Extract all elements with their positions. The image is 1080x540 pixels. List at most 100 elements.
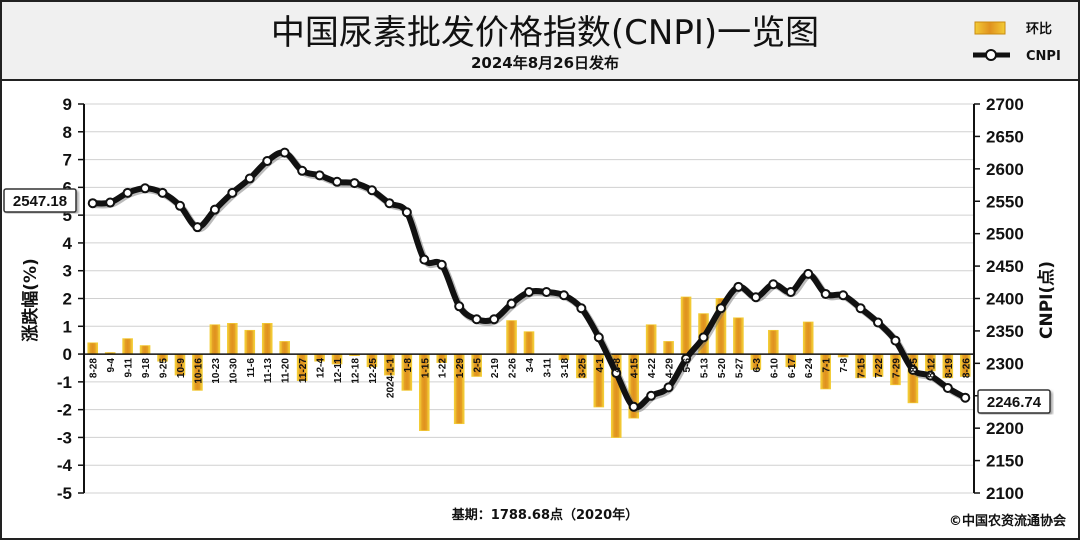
change-bar-core: [124, 338, 131, 355]
cnpi-point: [820, 288, 831, 299]
x-tick-label: 10-23: [211, 358, 222, 384]
cnpi-point: [698, 332, 709, 343]
change-bar-core: [718, 298, 724, 355]
x-tick-label: 11-20: [281, 358, 292, 383]
change-bar-core: [665, 341, 672, 355]
cnpi-point: [715, 303, 726, 314]
change-bar-core: [753, 354, 759, 370]
chart-subtitle: 2024年8月26日发布: [471, 54, 619, 72]
cnpi-point: [663, 382, 674, 393]
cnpi-point: [262, 156, 273, 167]
x-tick-label: 7-22: [874, 358, 885, 378]
change-bar-core: [89, 342, 96, 355]
change-bar-core: [805, 322, 812, 355]
right-tick-labels: 2100215022002250230023502400245025002550…: [974, 95, 1024, 503]
x-tick-label: 2-19: [490, 358, 501, 378]
cnpi-point: [209, 204, 220, 215]
start-value-label: 2547.18: [13, 193, 67, 210]
left-tick-label: 1: [63, 317, 72, 336]
x-tick-label: 5-13: [700, 358, 711, 378]
x-tick-label: 10-30: [228, 358, 239, 384]
x-tick-labels: 8-28 9-4 9-11 9-18 9-25 10-9 10-16 10-23 10-30 11…: [89, 358, 973, 398]
cnpi-point: [524, 287, 534, 298]
right-tick-label: 2200: [986, 419, 1024, 438]
x-tick-label: 7-29: [891, 358, 902, 378]
x-tick-label: 12-4: [316, 358, 327, 378]
cnpi-point: [140, 183, 151, 194]
left-tick-label: -3: [57, 428, 72, 447]
change-bar-core: [194, 354, 201, 391]
x-tick-label: 8-26: [961, 358, 972, 378]
cnpi-point: [192, 222, 203, 233]
change-bar-core: [508, 320, 515, 355]
x-tick-label: 10-16: [193, 358, 204, 384]
change-bar-core: [159, 354, 166, 362]
legend-bar-label: 环比: [1026, 21, 1052, 37]
x-tick-label: 9-4: [106, 358, 117, 373]
left-tick-label: 3: [63, 262, 72, 281]
x-tick-label: 6-3: [752, 358, 763, 373]
end-value-callout: 2246.74: [977, 389, 1051, 414]
left-tick-label: -2: [57, 401, 72, 420]
gridlines: [84, 103, 974, 494]
change-bar-core: [578, 354, 585, 378]
x-tick-label: 5-27: [734, 358, 745, 378]
x-tick-label: 12-11: [333, 358, 344, 383]
x-tick-label: 3-11: [542, 358, 553, 378]
cnpi-point: [907, 364, 918, 375]
cnpi-point: [297, 165, 308, 176]
cnpi-point: [593, 332, 604, 343]
end-value-label: 2246.74: [987, 394, 1042, 411]
legend-line-label: CNPI: [1026, 49, 1061, 64]
header-band: [2, 2, 1078, 80]
left-tick-label: 7: [63, 151, 72, 170]
x-tick-label: 12-25: [368, 358, 379, 384]
left-tick-label: 9: [63, 95, 72, 114]
x-tick-label: 6-24: [804, 358, 815, 378]
chart-title: 中国尿素批发价格指数(CNPI)一览图: [271, 13, 819, 53]
change-bar-core: [281, 341, 288, 355]
right-tick-label: 2400: [986, 290, 1024, 309]
x-tick-label: 12-18: [350, 358, 361, 384]
cnpi-point: [960, 392, 971, 403]
change-bar-core: [945, 354, 951, 378]
legend-bar-swatch: [974, 21, 1006, 35]
right-tick-label: 2650: [986, 127, 1024, 146]
cnpi-point: [227, 187, 238, 198]
change-bar-core: [735, 317, 742, 355]
cnpi-point: [332, 176, 343, 187]
cnpi-point: [855, 303, 866, 314]
x-tick-label: 7-1: [822, 358, 833, 373]
change-bar-core: [526, 331, 532, 355]
cnpi-point: [873, 317, 884, 328]
cnpi-point: [750, 292, 761, 303]
x-tick-label: 6-17: [787, 358, 798, 378]
change-bar-core: [648, 324, 654, 355]
legend: 环比 CNPI: [973, 21, 1061, 64]
x-tick-label: 6-10: [769, 358, 780, 378]
right-tick-label: 2600: [986, 160, 1024, 179]
cnpi-point: [279, 147, 290, 158]
x-tick-label: 7-8: [839, 358, 850, 373]
change-bar-core: [910, 354, 916, 403]
change-bar-core: [770, 330, 777, 355]
x-tick-label: 3-18: [560, 358, 571, 378]
x-tick-label: 8-5: [909, 358, 920, 373]
cnpi-point: [454, 301, 465, 312]
change-bar-core: [369, 354, 375, 367]
change-bar-core: [212, 324, 218, 355]
right-tick-label: 2450: [986, 257, 1024, 276]
start-value-callout: 2547.18: [3, 188, 77, 213]
x-tick-label: 9-25: [159, 358, 170, 378]
x-tick-label: 9-11: [124, 358, 135, 378]
change-bar-core: [246, 330, 253, 355]
right-tick-label: 2150: [986, 452, 1024, 471]
x-tick-label: 1-15: [420, 358, 431, 378]
change-bar-core: [334, 354, 340, 364]
right-tick-label: 2350: [986, 322, 1024, 341]
right-tick-label: 2500: [986, 225, 1024, 244]
x-tick-label: 10-9: [176, 358, 187, 378]
x-tick-label: 2-26: [508, 358, 519, 378]
cnpi-point: [890, 335, 901, 346]
